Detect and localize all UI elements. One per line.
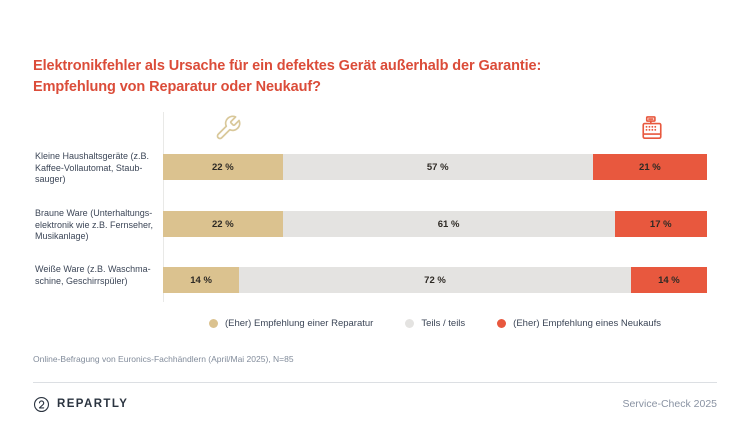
footer-divider <box>33 382 717 383</box>
bar-segment: 72 % <box>239 267 631 293</box>
legend-dot <box>405 319 415 328</box>
segment-value-label: 14 % <box>190 274 212 286</box>
legend-item: (Eher) Empfehlung einer Reparatur <box>208 318 374 329</box>
category-label: Braune Ware (Unterhaltungs- elektronik w… <box>35 208 154 241</box>
segment-value-label: 57 % <box>426 161 449 173</box>
brand-logo: REPARTLY <box>33 396 128 413</box>
legend-dot <box>208 319 218 328</box>
bar-segment: 61 % <box>282 211 615 237</box>
stacked-bar: 22 % 57 % 21 % <box>163 154 707 180</box>
bar-segment: 21 % <box>592 154 707 180</box>
footer: REPARTLY Service-Check 2025 <box>33 392 717 416</box>
bar-segment: 17 % <box>614 211 707 237</box>
stacked-bar: 22 % 61 % 17 % <box>163 211 707 237</box>
bar-segment: 14 % <box>630 267 707 293</box>
cash-register-icon <box>638 114 666 142</box>
repartly-logo-icon <box>33 396 50 412</box>
source-note: Online-Befragung von Euronics-Fachhändle… <box>33 354 294 364</box>
brand-name: REPARTLY <box>57 398 129 410</box>
page-title: Elektronikfehler als Ursache für ein def… <box>33 56 541 98</box>
category-label: Kleine Haushaltsgeräte (z.B. Kaffee-Voll… <box>35 151 150 184</box>
chart-legend: (Eher) Empfehlung einer Reparatur Teils /… <box>163 318 707 329</box>
bar-segment: 57 % <box>282 154 593 180</box>
segment-value-label: 21 % <box>639 161 661 173</box>
legend-label: (Eher) Empfehlung eines Neukaufs <box>513 318 662 329</box>
bar-segment: 22 % <box>163 154 283 180</box>
legend-dot <box>497 319 507 328</box>
segment-value-label: 14 % <box>658 274 680 286</box>
segment-value-label: 72 % <box>424 274 446 286</box>
wrench-icon <box>214 114 242 142</box>
stacked-bar: 14 % 72 % 14 % <box>163 267 707 293</box>
stacked-bar-chart: Kleine Haushaltsgeräte (z.B. Kaffee-Voll… <box>33 0 707 422</box>
legend-label: Teils / teils <box>421 318 466 329</box>
title-line1: Elektronikfehler als Ursache für ein def… <box>33 58 542 74</box>
segment-value-label: 22 % <box>212 218 234 230</box>
edition-label: Service-Check 2025 <box>622 398 717 410</box>
bar-segment: 22 % <box>163 211 283 237</box>
legend-label: (Eher) Empfehlung einer Reparatur <box>224 318 374 329</box>
category-label: Weiße Ware (z.B. Waschma- schine, Geschi… <box>35 264 151 286</box>
segment-value-label: 22 % <box>212 161 234 173</box>
legend-item: Teils / teils <box>405 318 465 329</box>
bar-segment: 14 % <box>163 267 240 293</box>
axis-baseline <box>163 112 164 302</box>
segment-value-label: 61 % <box>437 218 460 230</box>
segment-value-label: 17 % <box>649 218 672 230</box>
title-line2: Empfehlung von Reparatur oder Neukauf? <box>33 79 321 95</box>
legend-item: (Eher) Empfehlung eines Neukaufs <box>497 318 661 329</box>
